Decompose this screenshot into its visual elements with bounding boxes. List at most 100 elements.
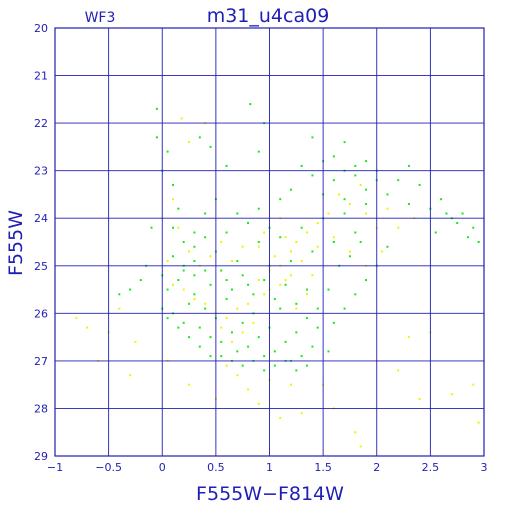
data-point <box>332 241 335 243</box>
data-point <box>477 241 480 243</box>
data-point <box>236 350 239 353</box>
data-point <box>188 250 191 253</box>
data-point <box>204 269 207 272</box>
data-point <box>198 136 201 139</box>
data-point <box>311 174 314 177</box>
data-point <box>204 212 207 215</box>
data-point <box>75 317 78 320</box>
data-point <box>289 250 292 253</box>
data-point <box>456 221 459 224</box>
data-point <box>273 350 276 353</box>
data-point <box>236 212 239 215</box>
data-point <box>188 336 191 339</box>
data-point <box>257 241 260 243</box>
data-point <box>236 374 239 377</box>
data-point <box>225 298 228 301</box>
y-tick-label: 22 <box>34 117 48 130</box>
data-point <box>284 279 287 282</box>
data-point <box>407 336 410 339</box>
plot-frame <box>54 27 485 457</box>
data-point <box>295 302 298 305</box>
data-point <box>193 260 196 263</box>
data-point <box>257 279 260 282</box>
data-point <box>295 241 298 243</box>
data-point <box>343 307 346 310</box>
data-point <box>230 340 233 343</box>
data-point <box>182 288 185 291</box>
data-point <box>166 260 169 263</box>
data-point <box>418 397 421 400</box>
y-tick-label: 23 <box>34 165 48 178</box>
data-point <box>284 283 287 286</box>
data-point <box>129 374 132 377</box>
data-point <box>118 293 121 296</box>
data-point <box>257 150 260 153</box>
data-point <box>177 207 180 210</box>
data-point <box>327 212 330 215</box>
data-point <box>263 355 266 358</box>
data-point <box>241 364 244 367</box>
data-point <box>177 226 180 229</box>
data-point <box>450 393 453 396</box>
y-tick-label: 25 <box>34 260 48 273</box>
data-point <box>182 269 185 272</box>
data-point <box>407 164 410 167</box>
data-point <box>306 293 309 296</box>
y-tick-labels: 20 21 22 23 24 25 26 27 28 29 <box>34 22 48 463</box>
data-point <box>316 245 319 248</box>
x-tick-labels: −1 −0.5 0 0.5 1 1.5 2 2.5 3 <box>47 461 488 474</box>
data-point <box>440 198 443 201</box>
data-point <box>332 321 335 324</box>
chart-subtitle: WF3 <box>85 10 116 26</box>
data-point <box>311 250 314 253</box>
data-point <box>155 107 158 110</box>
data-point <box>316 221 319 224</box>
data-point <box>220 355 223 358</box>
data-point <box>365 188 368 191</box>
data-point <box>348 202 351 205</box>
data-point <box>397 179 400 182</box>
data-point <box>354 293 357 296</box>
data-point <box>354 231 357 234</box>
data-point <box>289 383 292 386</box>
data-point <box>230 331 233 334</box>
data-point <box>171 183 174 186</box>
data-point <box>306 231 309 234</box>
data-point <box>311 345 314 348</box>
data-point <box>311 274 314 277</box>
data-point <box>193 293 196 296</box>
data-point <box>343 212 346 215</box>
data-point <box>263 231 266 234</box>
data-point <box>247 221 250 224</box>
data-point <box>230 260 233 263</box>
x-tick-label: −1 <box>47 461 63 474</box>
data-point <box>257 207 260 210</box>
x-axis-label: F555W−F814W <box>196 483 344 505</box>
data-point <box>220 269 223 272</box>
x-tick-label: 2.5 <box>422 461 440 474</box>
data-point <box>273 364 276 367</box>
y-tick-label: 28 <box>34 402 48 415</box>
x-tick-label: 2 <box>373 461 380 474</box>
data-point <box>225 164 228 167</box>
data-point <box>279 283 282 286</box>
data-point <box>407 202 410 205</box>
y-axis-label: F555W <box>5 210 27 276</box>
data-point <box>241 274 244 277</box>
data-point <box>198 326 201 329</box>
data-point <box>273 255 276 258</box>
data-point <box>279 198 282 201</box>
data-point <box>354 164 357 167</box>
data-point <box>359 445 362 448</box>
data-point <box>171 283 174 286</box>
data-point <box>472 226 475 229</box>
data-point <box>295 369 298 372</box>
x-tick-label: 3 <box>481 461 488 474</box>
data-point <box>257 245 260 248</box>
data-point <box>220 340 223 343</box>
data-point <box>300 226 303 229</box>
data-point <box>188 141 191 144</box>
data-point <box>300 412 303 415</box>
data-point <box>332 179 335 182</box>
data-point <box>225 364 228 367</box>
